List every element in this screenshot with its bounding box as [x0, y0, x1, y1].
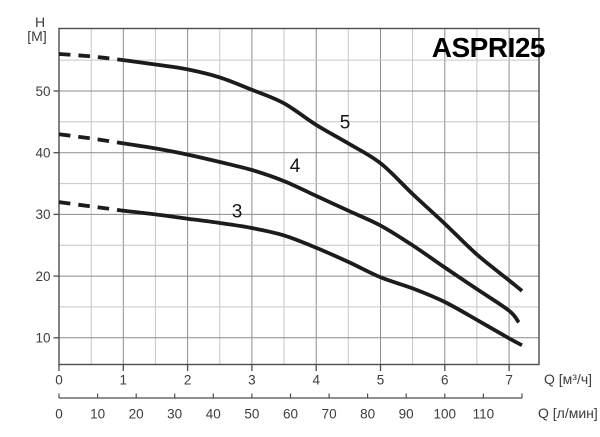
- x-axis-tick-label: 1: [120, 373, 128, 388]
- x-axis-tick-label: 4: [312, 373, 320, 388]
- y-axis-tick-label: 50: [35, 84, 50, 99]
- curve-5-solid-segment: [123, 58, 524, 293]
- secondary-axis-tick-label: 90: [399, 407, 414, 422]
- secondary-axis-tick-label: 80: [360, 407, 375, 422]
- curve-3-dashed-segment: [58, 200, 124, 213]
- secondary-axis-tick-label: 30: [167, 407, 182, 422]
- secondary-axis-tick-label: 100: [434, 407, 457, 422]
- chart-title: ASPRI25: [432, 32, 545, 63]
- x-axis-tick-label: 5: [377, 373, 385, 388]
- y-axis-title: H: [35, 14, 45, 30]
- y-axis-tick-label: 40: [35, 146, 50, 161]
- x-axis-primary-unit-label: Q [м³/ч]: [544, 371, 592, 387]
- curve-3-solid-segment: [123, 208, 523, 347]
- y-axis-tick-label: 10: [35, 331, 50, 346]
- secondary-axis-tick-label: 50: [244, 407, 259, 422]
- plot-frame: [58, 27, 540, 366]
- x-axis-tick-label: 6: [441, 373, 449, 388]
- secondary-axis-tick-label: 110: [473, 407, 495, 422]
- x-axis-tick-label: 3: [248, 373, 256, 388]
- y-axis-unit: [M]: [27, 28, 46, 44]
- secondary-axis-tick-label: 20: [129, 407, 144, 422]
- y-axis-tick-label: 30: [35, 207, 50, 222]
- x-axis-tick-label: 7: [505, 373, 513, 388]
- x-axis-tick-label: 2: [184, 373, 192, 388]
- secondary-axis-tick-label: 10: [90, 407, 105, 422]
- curve-4-solid-segment: [123, 141, 521, 324]
- curve-3-label: 3: [232, 202, 243, 223]
- secondary-axis-tick-label: 60: [283, 407, 298, 422]
- curve-5-dashed-segment: [58, 52, 124, 62]
- secondary-axis-tick-label: 40: [206, 407, 221, 422]
- x-axis-secondary-unit-label: Q [л/мин]: [538, 405, 598, 421]
- curve-5-label: 5: [340, 113, 351, 134]
- y-axis-tick-label: 20: [35, 269, 50, 284]
- secondary-axis-tick-label: 70: [322, 407, 337, 422]
- curve-4-label: 4: [290, 156, 301, 177]
- x-axis-tick-label: 0: [55, 373, 63, 388]
- secondary-axis-tick-label: 0: [55, 407, 63, 422]
- curve-4-dashed-segment: [58, 132, 124, 146]
